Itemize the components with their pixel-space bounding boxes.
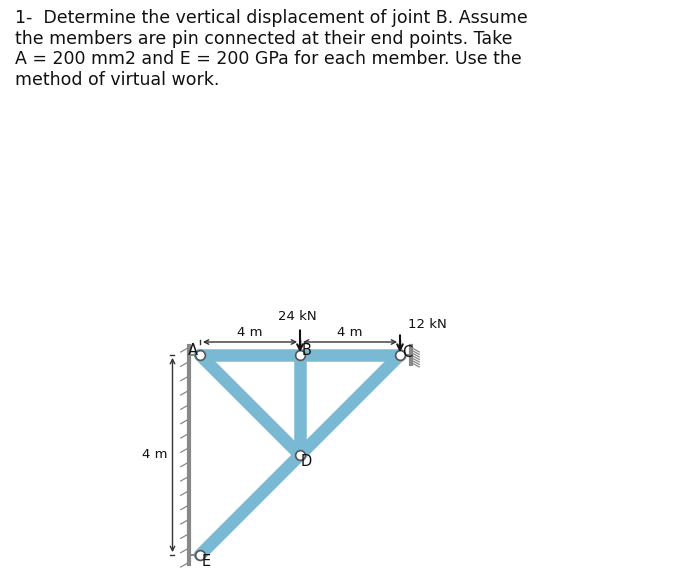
Text: 4 m: 4 m: [143, 449, 168, 462]
Text: 4 m: 4 m: [237, 326, 262, 339]
Text: E: E: [202, 555, 211, 570]
Text: A: A: [188, 343, 198, 358]
Text: 4 m: 4 m: [337, 326, 363, 339]
Text: 1-  Determine the vertical displacement of joint B. Assume
the members are pin c: 1- Determine the vertical displacement o…: [15, 9, 528, 89]
Text: D: D: [300, 454, 312, 469]
Text: C: C: [402, 345, 412, 360]
Text: B: B: [301, 343, 312, 358]
Text: 24 kN: 24 kN: [278, 309, 317, 322]
Text: 12 kN: 12 kN: [408, 318, 447, 331]
